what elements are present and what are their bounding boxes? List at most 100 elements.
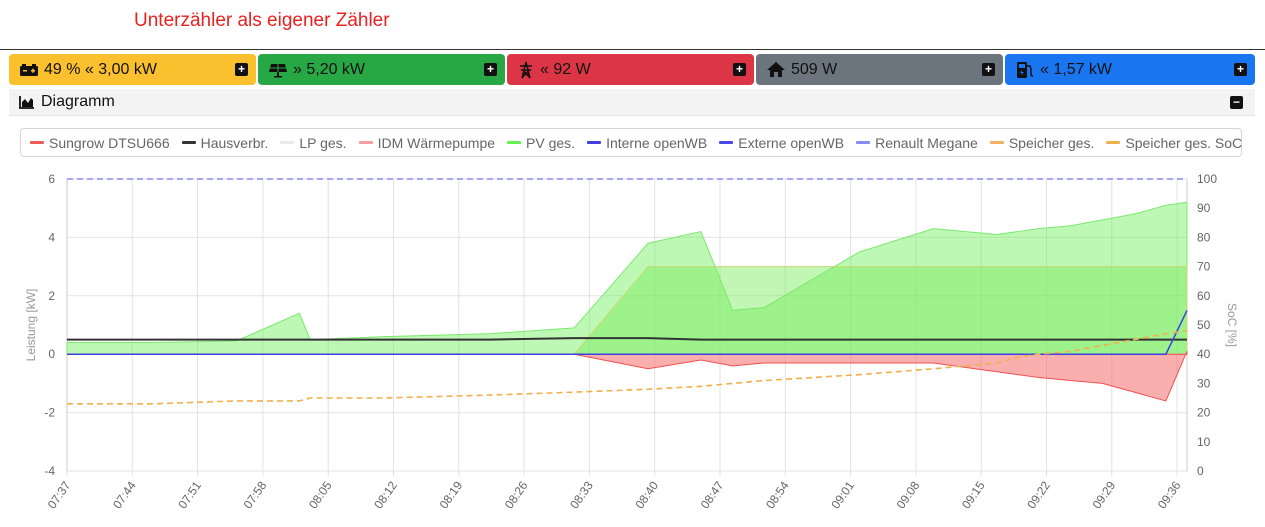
y-tick-left: 2 [48, 289, 55, 303]
legend-swatch [856, 141, 871, 144]
collapse-diagram-button[interactable]: − [1230, 96, 1243, 109]
legend-label: Sungrow DTSU666 [49, 134, 170, 151]
y-tick-left: -2 [44, 406, 55, 420]
battery-value: 49 % « 3,00 kW [44, 60, 157, 78]
legend-label: PV ges. [526, 134, 576, 151]
x-tick: 08:54 [763, 478, 792, 511]
diagram-header[interactable]: Diagramm − [9, 89, 1255, 116]
y-tick-right: 30 [1197, 376, 1211, 390]
x-tick: 08:26 [502, 478, 531, 511]
legend-swatch [280, 141, 295, 144]
series-pv-area [66, 201, 1188, 355]
x-tick: 07:37 [45, 478, 74, 511]
series-house-line [67, 337, 1187, 341]
y-tick-right: 10 [1197, 435, 1211, 449]
legend-swatch [181, 141, 196, 144]
ev-charger-icon [1015, 61, 1035, 79]
y-tick-left: 6 [48, 172, 55, 186]
legend-label: Externe openWB [738, 134, 845, 151]
legend-label: Speicher ges. SoC [1125, 134, 1243, 151]
expand-house-button[interactable]: + [982, 63, 995, 76]
house-icon [766, 61, 786, 78]
grid-tile[interactable]: « 92 W + [507, 54, 754, 85]
y-axis-title-right: SoC [%] [1225, 303, 1239, 347]
solar-panel-icon [268, 62, 288, 78]
legend-swatch [719, 141, 734, 144]
y-tick-right: 70 [1197, 260, 1211, 274]
power-tower-icon [517, 61, 535, 79]
house-tile[interactable]: 509 W + [756, 54, 1003, 85]
legend-item[interactable]: Sungrow DTSU666 [30, 135, 170, 151]
expand-battery-button[interactable]: + [235, 63, 248, 76]
y-tick-left: -4 [44, 464, 55, 478]
chargepoint-tile[interactable]: « 1,57 kW + [1005, 54, 1255, 85]
diagram-panel [9, 117, 1255, 527]
legend-label: Interne openWB [606, 134, 708, 151]
legend-label: LP ges. [299, 134, 347, 151]
legend-swatch [1106, 141, 1121, 144]
x-tick: 09:08 [894, 478, 923, 511]
legend-label: Hausverbr. [200, 134, 269, 151]
series-soc-line [67, 330, 1188, 405]
house-value: 509 W [791, 60, 838, 78]
y-tick-left: 0 [48, 347, 55, 361]
x-tick: 07:51 [175, 478, 204, 511]
pv-tile[interactable]: » 5,20 kW + [258, 54, 505, 85]
y-axis-title-left: Leistung [kW] [24, 289, 38, 362]
y-tick-right: 90 [1197, 201, 1211, 215]
expand-pv-button[interactable]: + [484, 63, 497, 76]
y-tick-right: 60 [1197, 289, 1211, 303]
y-tick-right: 0 [1197, 464, 1204, 478]
battery-tile[interactable]: 49 % « 3,00 kW + [9, 54, 256, 85]
legend-swatch [587, 141, 602, 144]
grid-value: « 92 W [540, 60, 591, 78]
pv-value: » 5,20 kW [293, 60, 366, 78]
y-tick-right: 50 [1197, 318, 1211, 332]
x-tick: 07:58 [241, 478, 270, 511]
chargepoint-value: « 1,57 kW [1040, 60, 1113, 78]
x-tick: 09:15 [959, 478, 988, 511]
legend-label: IDM Wärmepumpe [377, 134, 496, 151]
x-tick: 08:33 [567, 478, 596, 511]
x-tick: 08:12 [371, 478, 400, 511]
battery-icon [19, 63, 39, 77]
x-tick: 08:05 [306, 478, 335, 511]
y-tick-left: 4 [48, 230, 55, 244]
y-tick-right: 80 [1197, 230, 1211, 244]
legend-swatch [358, 141, 373, 144]
x-tick: 09:29 [1090, 478, 1119, 511]
legend-item[interactable]: Renault Megane [856, 135, 978, 151]
legend-swatch [507, 141, 522, 144]
legend-label: Renault Megane [875, 134, 978, 151]
legend-item[interactable]: LP ges. [280, 134, 347, 151]
expand-grid-button[interactable]: + [733, 63, 746, 76]
legend-item[interactable]: Externe openWB [719, 135, 844, 151]
legend-item[interactable]: PV ges. [507, 135, 575, 151]
header-divider [0, 49, 1265, 50]
annotation-text: Unterzähler als eigener Zähler [134, 10, 390, 31]
legend-item[interactable]: Speicher ges. SoC [1106, 135, 1242, 151]
legend-swatch [989, 141, 1004, 144]
legend-item[interactable]: Interne openWB [587, 135, 707, 151]
chart-legend: Sungrow DTSU666 Hausverbr. LP ges. IDM Wärm… [20, 128, 1242, 157]
y-tick-right: 40 [1197, 347, 1211, 361]
legend-item[interactable]: Speicher ges. [989, 134, 1095, 151]
series-openwb-line [67, 310, 1188, 355]
x-tick: 09:22 [1024, 478, 1053, 511]
x-tick: 08:19 [437, 478, 466, 511]
diagram-title: Diagramm [41, 93, 115, 110]
y-tick-right: 100 [1197, 172, 1217, 186]
legend-item[interactable]: Hausverbr. [181, 134, 269, 151]
legend-swatch [30, 141, 44, 144]
legend-label: Speicher ges. [1008, 134, 1095, 151]
x-tick: 08:47 [698, 478, 727, 511]
x-tick: 09:36 [1155, 478, 1184, 511]
series-grid-area [67, 351, 1188, 402]
x-tick: 08:40 [632, 478, 661, 511]
x-tick: 09:01 [828, 478, 857, 511]
expand-chargepoint-button[interactable]: + [1234, 63, 1247, 76]
y-tick-right: 20 [1197, 406, 1211, 420]
legend-item[interactable]: IDM Wärmepumpe [358, 134, 496, 151]
chart-area-icon [19, 95, 35, 109]
